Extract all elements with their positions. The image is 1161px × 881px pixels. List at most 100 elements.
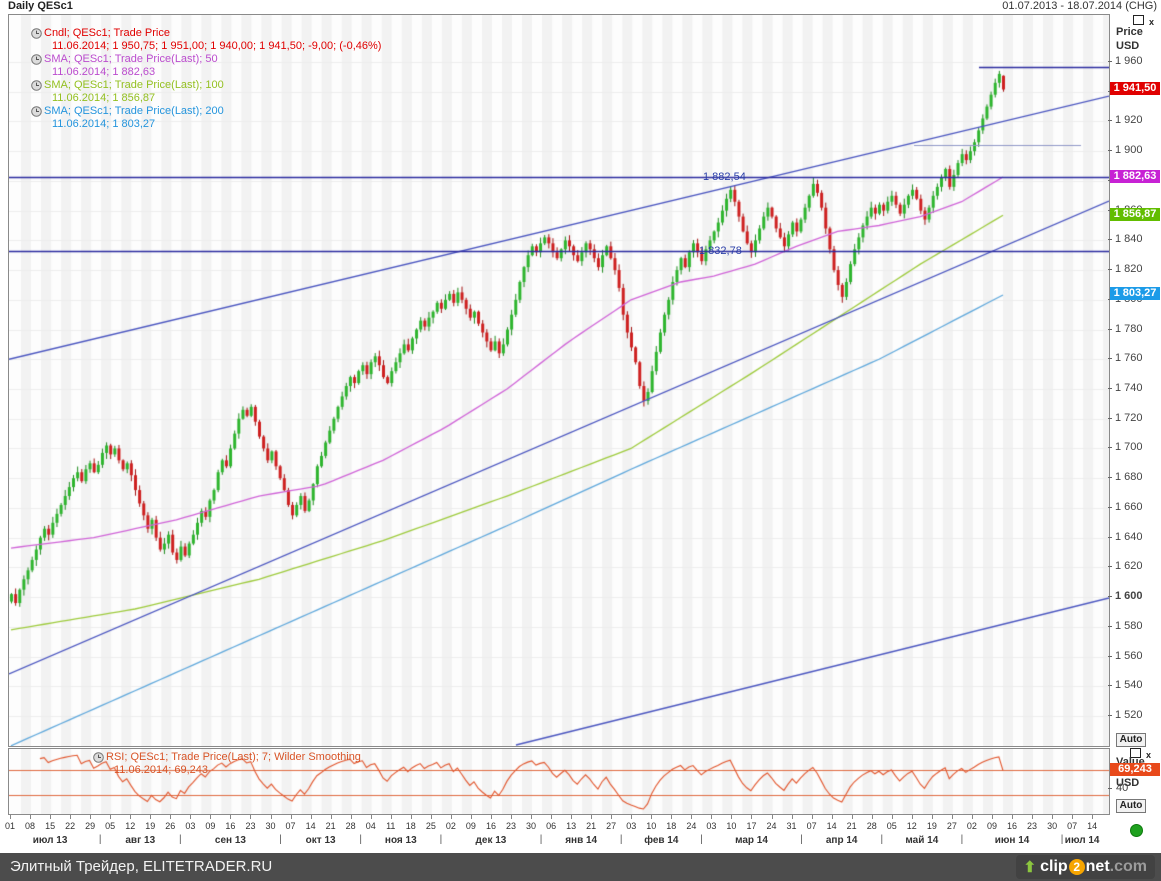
date-tick-day: 26: [165, 821, 176, 831]
date-tick-day: 05: [105, 821, 116, 831]
date-month-label: фев 14: [644, 835, 679, 846]
date-tick-day: 31: [786, 821, 797, 831]
logo-text-clip: clip: [1040, 858, 1068, 875]
legend-rsi-row: RSI; QESc1; Trade Price(Last); 7; Wilder…: [93, 751, 361, 764]
date-tick-day: 21: [586, 821, 597, 831]
price-tick-label: 1 740: [1115, 382, 1143, 394]
date-tick-day: 07: [1067, 821, 1078, 831]
close-icon[interactable]: x: [1146, 750, 1152, 760]
rsi-tick-40: 40: [1116, 782, 1129, 794]
date-tick-day: 25: [425, 821, 436, 831]
main-chart-canvas[interactable]: [9, 15, 1109, 746]
date-tick-day: 15: [45, 821, 56, 831]
date-range-label: 01.07.2013 - 18.07.2014 (CHG): [1002, 0, 1157, 12]
logo-text-net: net: [1085, 858, 1110, 875]
price-tick-label: 1 960: [1115, 55, 1143, 67]
date-month-label: дек 13: [475, 835, 507, 846]
clock-icon: [31, 54, 42, 65]
clip2net-logo[interactable]: ⬆ clip 2 net .com: [1015, 855, 1155, 879]
date-tick-day: 12: [125, 821, 136, 831]
date-tick-day: 23: [1027, 821, 1038, 831]
price-badge: 1 941,50: [1110, 81, 1160, 95]
price-tick-label: 1 680: [1115, 471, 1143, 484]
legend-sma50-row: SMA; QESc1; Trade Price(Last); 50: [31, 53, 381, 66]
date-tick-day: 12: [906, 821, 917, 831]
date-tick-day: 13: [566, 821, 577, 831]
legend-sma200-value: 11.06.2014; 1 803,27: [52, 118, 156, 130]
legend-sma200-title: SMA; QESc1; Trade Price(Last); 200: [44, 104, 224, 117]
date-tick-day: 16: [225, 821, 236, 831]
month-separator: |: [1060, 834, 1064, 845]
rsi-chart-canvas[interactable]: [9, 749, 1109, 814]
price-tick-label: 1 840: [1115, 233, 1143, 246]
price-tick-label: 1 780: [1115, 322, 1143, 335]
date-tick-day: 03: [185, 821, 196, 831]
legend-sma50-value: 11.06.2014; 1 882,63: [52, 66, 156, 78]
date-tick-day: 11: [386, 821, 396, 831]
rsi-axis-currency: USD: [1116, 777, 1140, 789]
date-month-label: янв 14: [565, 835, 598, 846]
month-separator: |: [539, 834, 543, 845]
main-legend: Cndl; QESc1; Trade Price 11.06.2014; 1 9…: [31, 27, 381, 131]
price-tick-label: 1 520: [1115, 709, 1143, 722]
price-axis-auto-button[interactable]: Auto: [1116, 733, 1146, 747]
month-separator: |: [700, 834, 703, 845]
date-tick-day: 16: [1006, 821, 1018, 831]
date-month-label: июл 13: [32, 835, 68, 846]
date-tick-day: 29: [85, 821, 96, 831]
price-tick-label: 1 620: [1115, 560, 1143, 573]
price-tick-label: 1 540: [1115, 679, 1143, 692]
price-axis-title: Price: [1116, 26, 1143, 38]
price-tick-label: 1 820: [1115, 263, 1143, 276]
date-tick-day: 22: [65, 821, 76, 831]
date-axis: 01 08 15 22 29 05 12 19 26 03 09 16 23 30 07 14 21 28 04 11…: [0, 815, 1161, 853]
rsi-window-controls: x: [1130, 748, 1151, 760]
clock-icon: [31, 80, 42, 91]
legend-candle-values: 11.06.2014; 1 950,75; 1 951,00; 1 940,00…: [52, 40, 382, 52]
date-tick-day: 21: [846, 821, 857, 831]
month-separator: |: [960, 834, 964, 845]
price-badge: 1 856,87: [1110, 207, 1160, 221]
close-icon[interactable]: x: [1149, 17, 1155, 27]
legend-candle-row: Cndl; QESc1; Trade Price: [31, 27, 381, 40]
date-tick-day: 02: [445, 821, 456, 831]
clock-icon: [93, 752, 104, 763]
date-tick-day: 14: [826, 821, 837, 831]
maximize-icon[interactable]: [1133, 15, 1144, 25]
date-tick-day: 14: [305, 821, 316, 831]
month-separator: |: [800, 834, 803, 845]
price-tick-label: 1 920: [1115, 114, 1143, 127]
date-tick-day: 14: [1087, 821, 1098, 831]
date-tick-day: 18: [405, 821, 416, 831]
date-month-label: авг 13: [125, 835, 156, 846]
price-tick-label: 1 660: [1115, 500, 1143, 513]
date-tick-day: 16: [485, 821, 496, 831]
legend-sma200-row: SMA; QESc1; Trade Price(Last); 200: [31, 105, 381, 118]
status-green-dot: [1130, 824, 1143, 837]
status-bar: Элитный Трейдер, ELITETRADER.RU ⬆ clip 2…: [0, 853, 1161, 881]
date-month-label: сен 13: [214, 835, 246, 846]
main-chart-panel: Cndl; QESc1; Trade Price 11.06.2014; 1 9…: [8, 14, 1110, 747]
date-tick-day: 24: [766, 821, 777, 831]
date-tick-day: 17: [746, 821, 757, 831]
date-tick-day: 30: [265, 821, 276, 831]
price-tick-label: 1 580: [1115, 619, 1143, 632]
date-tick-day: 09: [986, 821, 997, 831]
status-bar-text: Элитный Трейдер, ELITETRADER.RU: [10, 858, 273, 875]
date-tick-day: 02: [966, 821, 977, 831]
month-separator: |: [359, 834, 363, 845]
price-tick-label: 1 560: [1115, 649, 1143, 662]
date-tick-day: 07: [806, 821, 817, 831]
panel-window-controls: x: [1133, 15, 1154, 27]
legend-sma50-title: SMA; QESc1; Trade Price(Last); 50: [44, 52, 218, 65]
sr-line-label: 1 832,78: [699, 245, 742, 258]
logo-2-icon: 2: [1068, 859, 1085, 875]
price-tick-label: 1 760: [1115, 352, 1143, 365]
date-tick-day: 05: [886, 821, 897, 831]
rsi-axis-auto-button[interactable]: Auto: [1116, 799, 1146, 813]
upload-arrow-icon: ⬆: [1023, 858, 1037, 876]
legend-sma100-row: SMA; QESc1; Trade Price(Last); 100: [31, 79, 381, 92]
maximize-icon[interactable]: [1130, 748, 1141, 758]
date-tick-day: 28: [345, 821, 356, 831]
